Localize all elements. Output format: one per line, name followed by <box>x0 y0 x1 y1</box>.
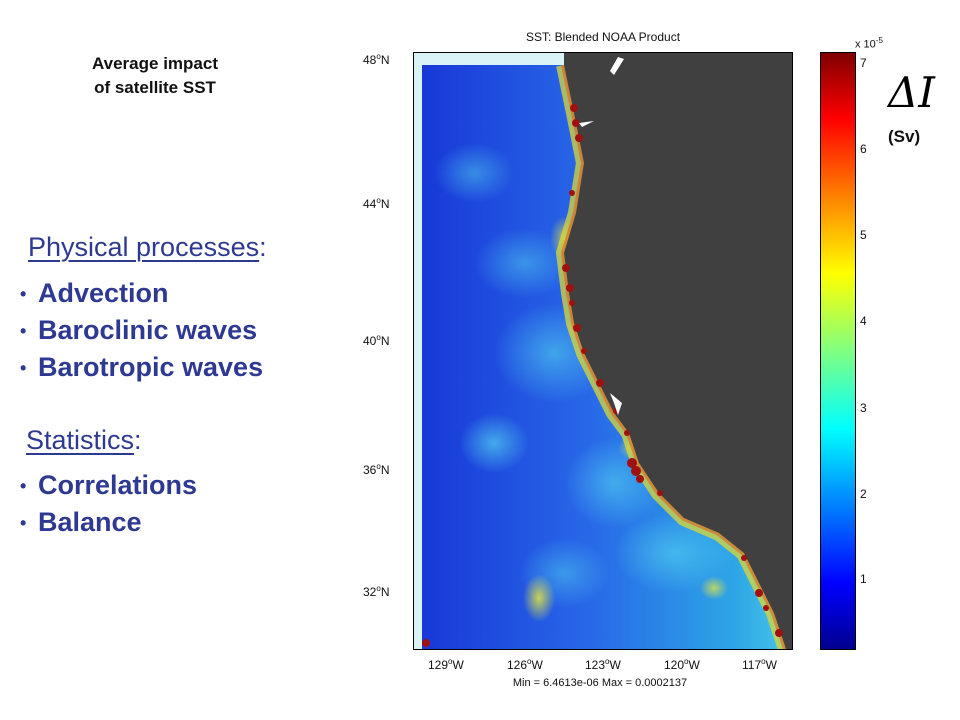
statistics-label: Statistics <box>26 425 135 455</box>
colorbar-exponent: x 10-5 <box>855 36 883 51</box>
list-item-label: Barotropic waves <box>38 352 264 382</box>
colorbar-tick-7: 7 <box>860 56 867 70</box>
list-item: • Correlations <box>20 467 197 504</box>
coastal-hotspots <box>422 104 783 647</box>
list-item: • Balance <box>20 504 197 541</box>
list-item-label: Correlations <box>38 470 198 500</box>
lat-label-44: 44oN <box>363 196 390 211</box>
min-max-readout: Min = 6.4613e-06 Max = 0.0002137 <box>512 677 688 689</box>
lon-label-120: 120oW <box>664 657 700 672</box>
colorbar-tick-5: 5 <box>860 228 867 242</box>
map-canvas <box>414 53 792 649</box>
statistics-list: • Correlations • Balance <box>20 467 197 541</box>
list-item-label: Advection <box>38 278 169 308</box>
arrow-icon <box>579 57 624 415</box>
bullet-icon: • <box>20 476 27 496</box>
physical-processes-heading: Physical processes: <box>28 232 267 263</box>
bullet-icon: • <box>20 321 27 341</box>
side-title: Average impact of satellite SST <box>50 52 260 100</box>
bullet-icon: • <box>20 284 27 304</box>
statistics-colon: : <box>134 425 142 455</box>
colorbar <box>820 52 856 650</box>
colorbar-tick-2: 2 <box>860 487 867 501</box>
lat-label-40: 40oN <box>363 333 390 348</box>
bullet-icon: • <box>20 358 27 378</box>
side-title-line2: of satellite SST <box>94 78 216 97</box>
colorbar-tick-6: 6 <box>860 142 867 156</box>
sst-impact-map <box>413 52 793 650</box>
units-label: (Sv) <box>888 127 921 146</box>
lat-label-48: 48oN <box>363 52 390 67</box>
side-title-line1: Average impact <box>92 54 218 73</box>
colorbar-tick-3: 3 <box>860 401 867 415</box>
delta-i-symbol: ΔI <box>888 68 935 117</box>
bullet-icon: • <box>20 513 27 533</box>
lon-label-123: 123oW <box>585 657 621 672</box>
list-item: • Barotropic waves <box>20 349 263 386</box>
physical-processes-colon: : <box>259 232 267 262</box>
lat-label-36: 36oN <box>363 462 390 477</box>
statistics-heading: Statistics: <box>26 425 142 456</box>
lon-label-129: 129oW <box>428 657 464 672</box>
lon-label-126: 126oW <box>507 657 543 672</box>
list-item-label: Balance <box>38 507 142 537</box>
lon-label-117: 117oW <box>742 657 777 672</box>
lat-label-32: 32oN <box>363 584 390 599</box>
land-mass <box>564 53 792 649</box>
physical-processes-list: • Advection • Baroclinic waves • Barotropic… <box>20 275 263 386</box>
list-item-label: Baroclinic waves <box>38 315 258 345</box>
list-item: • Advection <box>20 275 263 312</box>
colorbar-tick-4: 4 <box>860 314 867 328</box>
physical-processes-label: Physical processes <box>28 232 260 262</box>
colorbar-tick-1: 1 <box>860 572 867 586</box>
list-item: • Baroclinic waves <box>20 312 263 349</box>
figure-title: SST: Blended NOAA Product <box>525 30 681 44</box>
